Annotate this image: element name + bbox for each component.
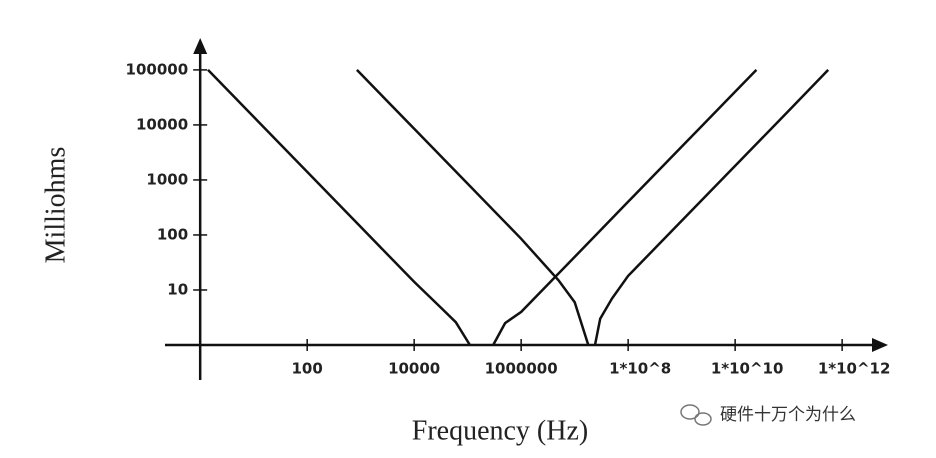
x-tick-label: 1000000 <box>485 360 558 378</box>
x-axis-arrow <box>872 338 888 352</box>
watermark: 硬件十万个为什么 <box>720 405 856 425</box>
x-tick-label: 1*10^8 <box>609 360 671 378</box>
y-axis-label: Milliohms <box>40 147 71 264</box>
x-tick-label: 1*10^12 <box>818 360 891 378</box>
y-axis-arrow <box>193 38 208 54</box>
watermark-icon <box>680 404 712 426</box>
x-tick-label: 1*10^10 <box>711 360 784 378</box>
y-tick-label: 10000 <box>136 115 188 133</box>
impedance-curve <box>207 69 471 346</box>
impedance-curve <box>492 69 758 346</box>
y-tick-label: 1000 <box>146 170 188 188</box>
y-tick-label: 100000 <box>126 60 189 78</box>
impedance-curve <box>593 69 830 346</box>
y-tick-label: 100 <box>157 225 188 243</box>
y-tick-label: 10 <box>167 280 188 298</box>
x-axis-label: Frequency (Hz) <box>412 415 588 446</box>
x-tick-label: 100 <box>292 360 323 378</box>
x-tick-label: 10000 <box>388 360 440 378</box>
impedance-curve <box>356 69 590 346</box>
